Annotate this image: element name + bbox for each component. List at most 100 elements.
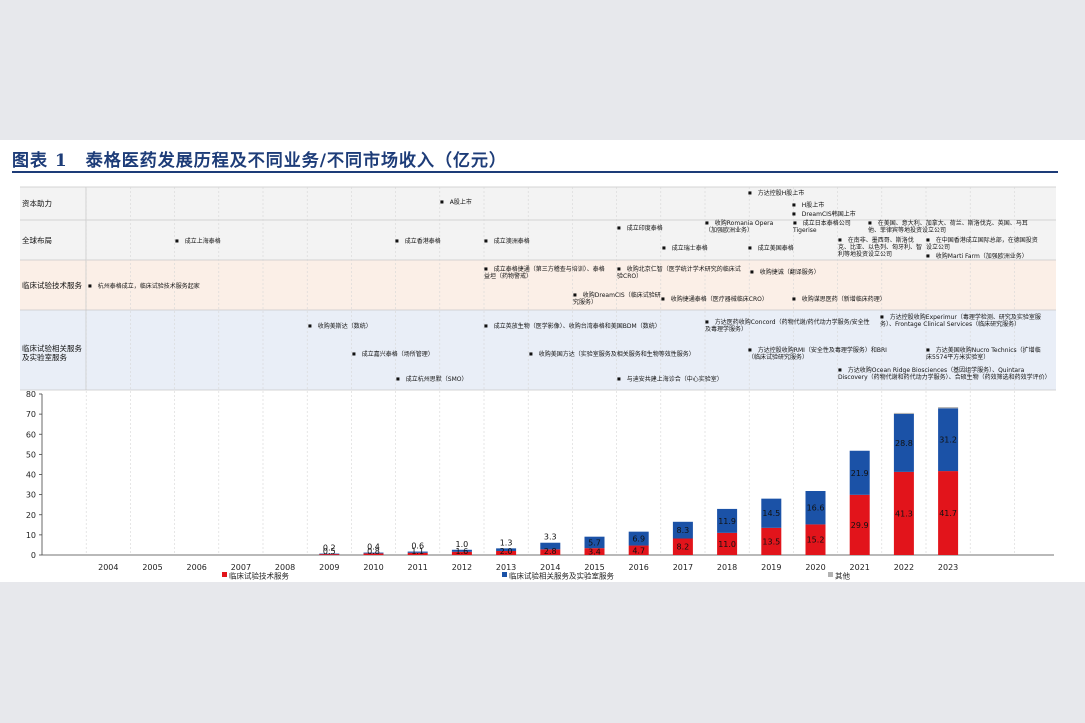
bar-clinical-related-lab-2014 (540, 542, 561, 550)
data-label-clinical-related-lab: 5.7 (588, 538, 601, 547)
data-label-clinical-tech: 8.2 (677, 543, 690, 552)
legend-swatch (222, 572, 227, 577)
figure-title: 图表 1 泰格医药发展历程及不同业务/不同市场收入（亿元） (12, 151, 507, 171)
data-label-clinical-tech: 2.8 (544, 547, 557, 556)
bar-clinical-tech-2014 (540, 549, 561, 555)
timeline-band-0 (20, 187, 1056, 220)
bar-clinical-tech-2012 (451, 551, 472, 555)
bar-clinical-related-lab-2019 (761, 498, 782, 528)
y-tick-label: 60 (26, 430, 36, 439)
bar-clinical-related-lab-2020 (805, 491, 826, 525)
x-tick-label: 2019 (761, 563, 781, 572)
y-tick-label: 50 (26, 450, 36, 459)
x-tick-label: 2016 (629, 563, 649, 572)
bar-clinical-tech-2016 (628, 545, 649, 555)
data-label-clinical-tech: 1.1 (411, 547, 424, 556)
data-label-clinical-tech: 4.7 (632, 546, 645, 555)
legend-swatch (828, 572, 833, 577)
x-tick-label: 2021 (850, 563, 870, 572)
x-tick-label: 2022 (894, 563, 914, 572)
data-label-clinical-tech: 0.8 (367, 547, 380, 556)
data-label-clinical-tech: 41.7 (939, 509, 957, 518)
bar-clinical-tech-2020 (805, 524, 826, 555)
x-tick-label: 2023 (938, 563, 958, 572)
bar-clinical-tech-2011 (407, 552, 428, 555)
x-tick-label: 2020 (805, 563, 825, 572)
y-tick-label: 10 (26, 531, 36, 540)
legend-label: 其他 (835, 571, 850, 581)
data-label-clinical-related-lab: 31.2 (939, 436, 957, 445)
bar-clinical-related-lab-2016 (628, 531, 649, 546)
data-label-clinical-tech: 3.4 (588, 548, 601, 557)
bar-clinical-tech-2010 (363, 553, 384, 555)
data-label-clinical-related-lab: 28.8 (895, 439, 913, 448)
timeline-band-3 (20, 310, 1056, 390)
x-tick-label: 2017 (673, 563, 693, 572)
x-tick-label: 2018 (717, 563, 737, 572)
data-label-clinical-related-lab: 11.9 (718, 517, 736, 526)
data-label-clinical-tech: 11.0 (718, 540, 736, 549)
bar-other-2022 (893, 412, 914, 414)
data-label-clinical-related-lab: 0.2 (323, 544, 336, 553)
y-tick-label: 30 (26, 491, 36, 500)
y-tick-label: 80 (26, 390, 36, 399)
data-label-clinical-tech: 2.0 (500, 547, 513, 556)
x-tick-label: 2008 (275, 563, 295, 572)
bar-clinical-related-lab-2011 (407, 551, 428, 553)
data-label-clinical-related-lab: 1.3 (500, 538, 513, 547)
x-tick-label: 2014 (540, 563, 560, 572)
bar-clinical-related-lab-2022 (893, 413, 914, 472)
bar-clinical-tech-2013 (496, 550, 517, 555)
bar-clinical-tech-2021 (849, 494, 870, 555)
data-label-clinical-related-lab: 16.6 (807, 504, 825, 513)
x-tick-label: 2009 (319, 563, 339, 572)
bar-clinical-related-lab-2018 (717, 508, 738, 533)
data-label-clinical-tech: 29.9 (851, 521, 869, 530)
bar-clinical-related-lab-2010 (363, 552, 384, 554)
x-tick-label: 2010 (363, 563, 383, 572)
data-label-clinical-tech: 0.5 (323, 547, 336, 556)
data-label-clinical-tech: 1.6 (456, 547, 469, 556)
legend-swatch (502, 572, 507, 577)
data-label-clinical-tech: 13.5 (762, 537, 780, 546)
bar-clinical-tech-2018 (717, 532, 738, 555)
x-tick-label: 2015 (584, 563, 604, 572)
bar-clinical-related-lab-2023 (938, 408, 959, 472)
title-rule (12, 171, 1058, 173)
y-tick-label: 0 (31, 551, 36, 560)
data-label-clinical-related-lab: 3.3 (544, 533, 557, 542)
x-tick-label: 2012 (452, 563, 472, 572)
x-tick-label: 2006 (187, 563, 207, 572)
data-label-clinical-related-lab: 8.3 (677, 526, 690, 535)
timeline-band-2 (20, 260, 1056, 310)
data-label-clinical-tech: 41.3 (895, 509, 913, 518)
y-tick-label: 20 (26, 511, 36, 520)
x-tick-label: 2013 (496, 563, 516, 572)
legend-label: 临床试验技术服务 (229, 571, 289, 581)
bar-clinical-tech-2022 (893, 471, 914, 555)
bar-clinical-tech-2023 (938, 471, 959, 555)
bar-other-2023 (938, 407, 959, 409)
bar-clinical-tech-2009 (319, 553, 340, 555)
data-label-clinical-related-lab: 21.9 (851, 469, 869, 478)
bar-clinical-related-lab-2013 (496, 548, 517, 551)
bar-clinical-tech-2015 (584, 548, 605, 555)
bar-clinical-related-lab-2015 (584, 536, 605, 549)
data-label-clinical-related-lab: 0.4 (367, 543, 380, 552)
data-label-clinical-related-lab: 1.0 (456, 540, 469, 549)
y-tick-label: 40 (26, 471, 36, 480)
data-label-clinical-related-lab: 6.9 (632, 535, 645, 544)
x-tick-label: 2011 (408, 563, 428, 572)
data-label-clinical-tech: 15.2 (807, 536, 825, 545)
timeline-band-1 (20, 220, 1056, 260)
data-label-clinical-related-lab: 0.6 (411, 542, 424, 551)
bar-clinical-related-lab-2017 (672, 521, 693, 539)
bar-clinical-tech-2019 (761, 527, 782, 555)
bar-clinical-related-lab-2012 (451, 549, 472, 552)
x-tick-label: 2007 (231, 563, 251, 572)
bar-clinical-related-lab-2009 (319, 553, 340, 555)
bar-clinical-related-lab-2021 (849, 450, 870, 495)
legend-label: 临床试验相关服务及实验室服务 (509, 571, 614, 581)
x-tick-label: 2005 (142, 563, 162, 572)
